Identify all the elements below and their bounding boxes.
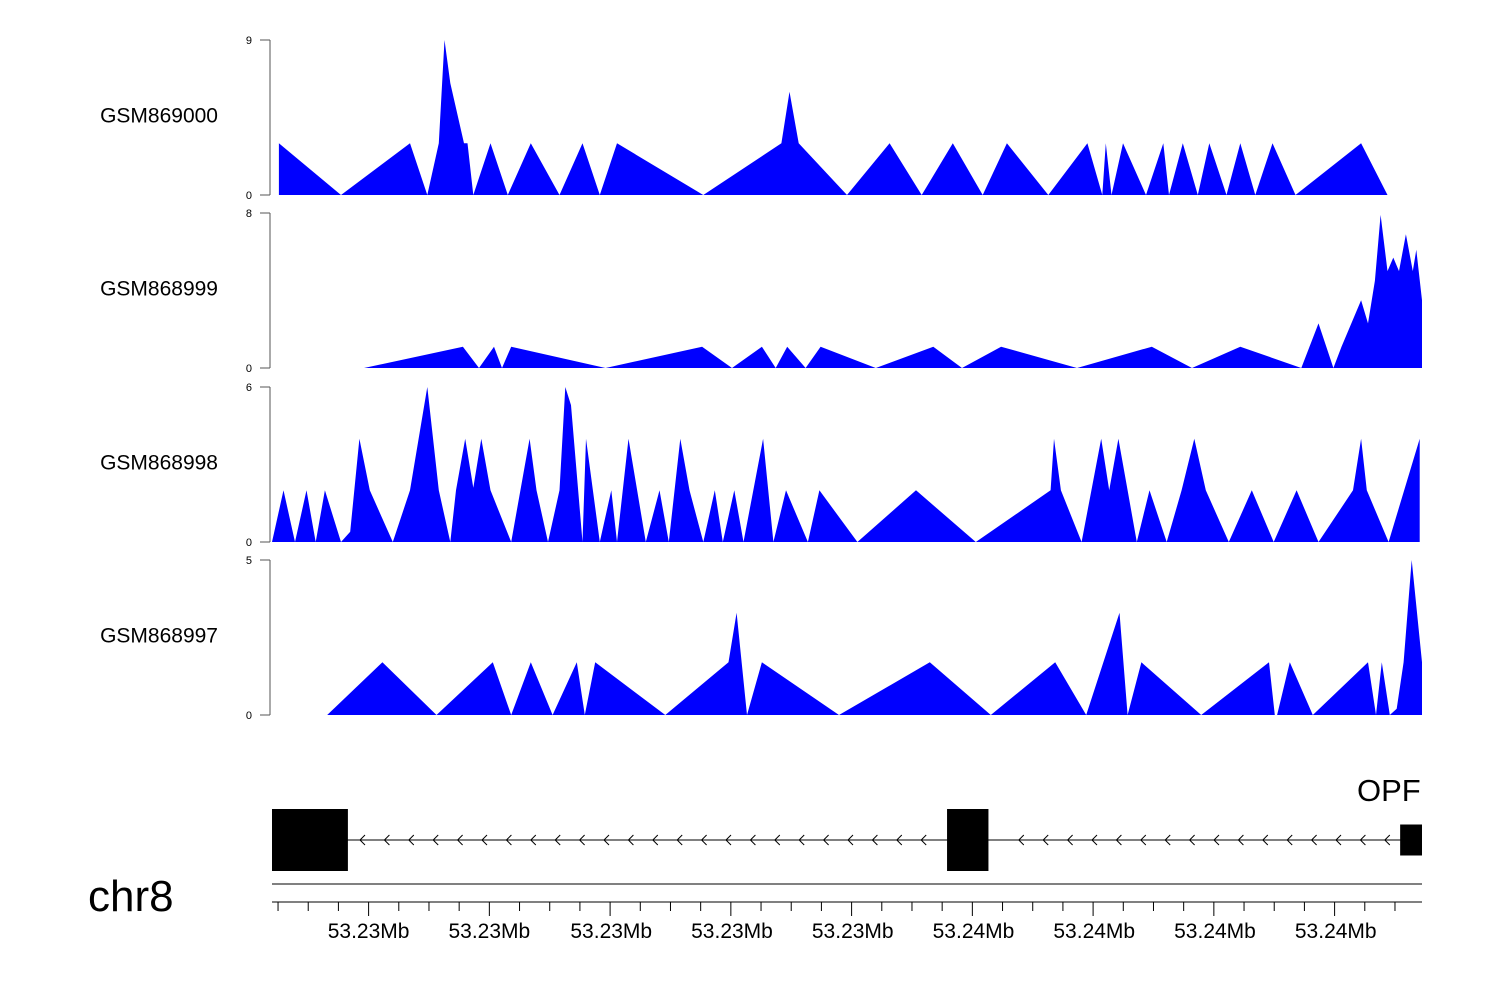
strand-arrow [505, 834, 512, 846]
strand-arrow [1213, 834, 1220, 846]
y-tick-label-min: 0 [246, 190, 252, 202]
strand-arrow [798, 834, 805, 846]
strand-arrow [847, 834, 854, 846]
chromosome-label: chr8 [88, 872, 174, 921]
strand-arrow [1286, 834, 1293, 846]
coverage-area [278, 40, 1388, 195]
track-label: GSM868998 [100, 452, 218, 475]
y-tick-label-max: 5 [246, 555, 252, 567]
strand-arrow [408, 834, 415, 846]
strand-arrow [896, 834, 903, 846]
coverage-area [327, 560, 1423, 715]
track-gsm868999: GSM868999 8 0 [100, 208, 1422, 375]
axis-tick-label: 53.23Mb [328, 920, 410, 943]
strand-arrow [676, 834, 683, 846]
exon-block [947, 809, 989, 871]
strand-arrow [578, 834, 585, 846]
gene-model-track: OPF [272, 773, 1422, 871]
axis-tick-label: 53.24Mb [1053, 920, 1135, 943]
y-tick-label-min: 0 [246, 710, 252, 722]
axis-tick-label: 53.23Mb [570, 920, 652, 943]
track-gsm868998: GSM868998 6 0 [100, 382, 1420, 549]
track-label: GSM869000 [100, 105, 218, 128]
strand-arrow [822, 834, 829, 846]
strand-arrow [725, 834, 732, 846]
strand-arrow [1262, 834, 1269, 846]
axis-tick-label: 53.24Mb [1174, 920, 1256, 943]
strand-arrow [1066, 834, 1073, 846]
strand-arrow [359, 834, 366, 846]
strand-arrow [1091, 834, 1098, 846]
strand-arrow [1237, 834, 1244, 846]
y-tick-label-max: 8 [246, 208, 252, 220]
strand-arrow [1042, 834, 1049, 846]
strand-arrow [871, 834, 878, 846]
exon-block [272, 809, 348, 871]
strand-arrow [1310, 834, 1317, 846]
strand-arrow [383, 834, 390, 846]
track-gsm868997: GSM868997 5 0 [100, 555, 1423, 722]
strand-arrow [481, 834, 488, 846]
strand-arrow [432, 834, 439, 846]
y-tick-label-min: 0 [246, 537, 252, 549]
coverage-area [364, 214, 1422, 368]
axis-tick-label: 53.23Mb [812, 920, 894, 943]
axis-tick-label: 53.24Mb [933, 920, 1015, 943]
strand-arrow [1018, 834, 1025, 846]
strand-arrow [652, 834, 659, 846]
track-label: GSM868997 [100, 625, 218, 648]
strand-arrow [1359, 834, 1366, 846]
data-tracks: GSM86900090GSM86899980GSM86899860GSM8689… [100, 35, 1423, 722]
strand-arrow [1188, 834, 1195, 846]
axis-tick-label: 53.23Mb [448, 920, 530, 943]
genome-axis: chr8 53.23Mb 53.23Mb 53.23Mb 53.23Mb 53.23Mb 5… [88, 872, 1422, 943]
strand-arrow [1164, 834, 1171, 846]
y-tick-label-max: 6 [246, 382, 252, 394]
strand-arrow [554, 834, 561, 846]
y-tick-label-max: 9 [246, 35, 252, 47]
gene-name-label: OPF [1357, 773, 1421, 808]
strand-arrow [603, 834, 610, 846]
strand-arrow [1115, 834, 1122, 846]
track-gsm869000: GSM869000 9 0 [100, 35, 1388, 202]
strand-arrow [1384, 834, 1391, 846]
strand-arrow [700, 834, 707, 846]
strand-arrow [530, 834, 537, 846]
coverage-area [272, 387, 1420, 542]
track-label: GSM868999 [100, 278, 218, 301]
strand-arrow [627, 834, 634, 846]
axis-tick-label: 53.23Mb [691, 920, 773, 943]
strand-arrow [1140, 834, 1147, 846]
exon-block [1400, 824, 1422, 856]
strand-arrow [456, 834, 463, 846]
strand-arrow [749, 834, 756, 846]
y-tick-label-min: 0 [246, 363, 252, 375]
strand-arrow [774, 834, 781, 846]
strand-arrow [1335, 834, 1342, 846]
axis-tick-label: 53.24Mb [1295, 920, 1377, 943]
strand-arrow [920, 834, 927, 846]
